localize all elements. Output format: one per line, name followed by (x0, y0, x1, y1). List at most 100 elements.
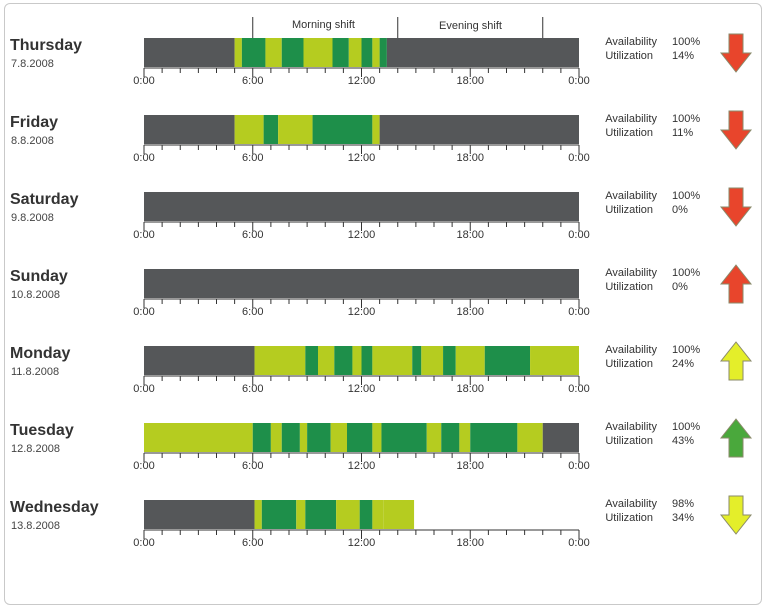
morning-shift-label: Morning shift (292, 19, 355, 31)
thursday-tick-label-1: 6:00 (242, 75, 263, 87)
wednesday-segment-0 (144, 500, 255, 529)
tuesday-availability-label: Availability (605, 421, 657, 433)
wednesday-utilization-label: Utilization (605, 512, 653, 524)
tuesday-tick-label-1: 6:00 (242, 460, 263, 472)
thursday-utilization-value: 14% (672, 50, 695, 62)
saturday-availability-value: 100% (672, 190, 701, 202)
friday-segment-2 (263, 115, 279, 144)
saturday-tick-label-0: 0:00 (133, 229, 154, 241)
thursday-tick-label-4: 0:00 (568, 75, 589, 87)
thursday-segment-4 (281, 38, 304, 67)
wednesday-tick-label-4: 0:00 (568, 537, 589, 549)
thursday-segment-0 (144, 38, 235, 67)
monday-segment-11 (455, 346, 485, 375)
monday-tick-label-4: 0:00 (568, 383, 589, 395)
saturday-segment-0 (144, 192, 579, 221)
monday-segment-0 (144, 346, 255, 375)
tuesday-trend-up-arrow-icon (719, 418, 753, 458)
wednesday-segment-5 (336, 500, 360, 529)
thursday-segment-10 (379, 38, 387, 67)
tuesday-segment-9 (381, 423, 427, 452)
tuesday-segment-4 (299, 423, 308, 452)
wednesday-trend-down-arrow-icon (719, 495, 753, 535)
thursday-segment-1 (234, 38, 242, 67)
friday-utilization-value: 11% (672, 127, 694, 139)
thursday-trend-down-arrow-icon (719, 33, 753, 73)
friday-tick-label-1: 6:00 (242, 152, 263, 164)
wednesday-segment-6 (359, 500, 373, 529)
wednesday-segment-2 (261, 500, 297, 529)
saturday-tick-label-2: 12:00 (348, 229, 376, 241)
thursday-segment-3 (265, 38, 282, 67)
tuesday-segment-13 (470, 423, 518, 452)
wednesday-segment-7 (372, 500, 384, 529)
tuesday-tick-label-3: 18:00 (456, 460, 484, 472)
wednesday-segment-4 (305, 500, 337, 529)
sunday-availability-value: 100% (672, 267, 701, 279)
tuesday-segment-1 (252, 423, 271, 452)
sunday-day-name: Sunday (10, 268, 68, 285)
friday-utilization-label: Utilization (605, 127, 653, 139)
tuesday-tick-label-2: 12:00 (348, 460, 376, 472)
tuesday-segment-14 (517, 423, 543, 452)
tuesday-segment-0 (144, 423, 253, 452)
monday-segment-6 (361, 346, 373, 375)
friday-segment-1 (234, 115, 264, 144)
monday-segment-9 (421, 346, 444, 375)
tuesday-segment-10 (426, 423, 442, 452)
monday-tick-label-1: 6:00 (242, 383, 263, 395)
saturday-trend-down-arrow-icon (719, 187, 753, 227)
wednesday-day-date: 13.8.2008 (11, 520, 60, 532)
friday-segment-6 (379, 115, 579, 144)
sunday-tick-label-0: 0:00 (133, 306, 154, 318)
sunday-tick-label-1: 6:00 (242, 306, 263, 318)
friday-tick-label-4: 0:00 (568, 152, 589, 164)
tuesday-day-name: Tuesday (10, 422, 74, 439)
thursday-day-name: Thursday (10, 37, 83, 54)
friday-trend-down-arrow-icon (719, 110, 753, 150)
saturday-availability-label: Availability (605, 190, 657, 202)
monday-utilization-label: Utilization (605, 358, 653, 370)
saturday-utilization-value: 0% (672, 204, 688, 216)
saturday-tick-label-1: 6:00 (242, 229, 263, 241)
thursday-segment-9 (372, 38, 380, 67)
thursday-segment-11 (386, 38, 579, 67)
saturday-utilization-label: Utilization (605, 204, 653, 216)
monday-trend-up-arrow-icon (719, 341, 753, 381)
sunday-segment-0 (144, 269, 579, 298)
thursday-availability-value: 100% (672, 36, 701, 48)
saturday-tick-label-3: 18:00 (456, 229, 484, 241)
friday-segment-0 (144, 115, 235, 144)
wednesday-segment-1 (254, 500, 262, 529)
thursday-availability-label: Availability (605, 36, 657, 48)
monday-tick-label-0: 0:00 (133, 383, 154, 395)
monday-segment-2 (305, 346, 318, 375)
friday-segment-3 (278, 115, 313, 144)
monday-segment-10 (443, 346, 456, 375)
saturday-day-name: Saturday (10, 191, 79, 208)
monday-segment-7 (372, 346, 413, 375)
tuesday-segment-3 (281, 423, 300, 452)
evening-shift-label: Evening shift (439, 20, 502, 32)
friday-tick-label-0: 0:00 (133, 152, 154, 164)
sunday-tick-label-4: 0:00 (568, 306, 589, 318)
monday-segment-4 (334, 346, 353, 375)
tuesday-segment-5 (307, 423, 331, 452)
thursday-tick-label-0: 0:00 (133, 75, 154, 87)
monday-day-date: 11.8.2008 (11, 366, 60, 378)
tuesday-segment-8 (372, 423, 382, 452)
sunday-availability-label: Availability (605, 267, 657, 279)
tuesday-segment-11 (441, 423, 460, 452)
wednesday-utilization-value: 34% (672, 512, 695, 524)
monday-tick-label-2: 12:00 (348, 383, 376, 395)
thursday-tick-label-3: 18:00 (456, 75, 484, 87)
friday-availability-label: Availability (605, 113, 657, 125)
monday-segment-12 (484, 346, 531, 375)
monday-segment-1 (254, 346, 306, 375)
sunday-utilization-label: Utilization (605, 281, 653, 293)
friday-tick-label-3: 18:00 (456, 152, 484, 164)
thursday-tick-label-2: 12:00 (348, 75, 376, 87)
thursday-segment-6 (332, 38, 349, 67)
sunday-day-date: 10.8.2008 (11, 289, 60, 301)
